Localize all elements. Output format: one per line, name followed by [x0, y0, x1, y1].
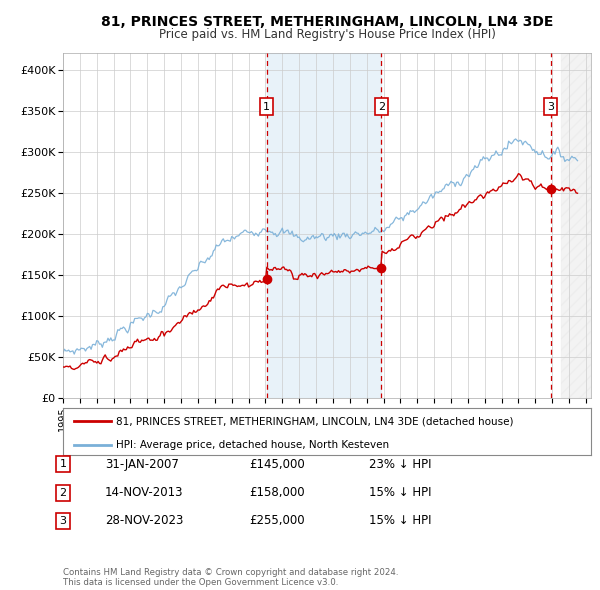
Text: £255,000: £255,000 [249, 514, 305, 527]
Text: 81, PRINCES STREET, METHERINGHAM, LINCOLN, LN4 3DE: 81, PRINCES STREET, METHERINGHAM, LINCOL… [101, 15, 553, 29]
Text: 81, PRINCES STREET, METHERINGHAM, LINCOLN, LN4 3DE (detached house): 81, PRINCES STREET, METHERINGHAM, LINCOL… [116, 417, 513, 427]
Text: 3: 3 [59, 516, 67, 526]
Text: 1: 1 [263, 101, 270, 112]
Text: 28-NOV-2023: 28-NOV-2023 [105, 514, 184, 527]
Bar [267, 53, 382, 398]
Text: £158,000: £158,000 [249, 486, 305, 499]
Bar [560, 53, 591, 398]
Text: 14-NOV-2013: 14-NOV-2013 [105, 486, 184, 499]
Text: HPI: Average price, detached house, North Kesteven: HPI: Average price, detached house, Nort… [116, 440, 389, 450]
Text: 23% ↓ HPI: 23% ↓ HPI [369, 458, 431, 471]
Text: 2: 2 [378, 101, 385, 112]
Text: £145,000: £145,000 [249, 458, 305, 471]
Text: 15% ↓ HPI: 15% ↓ HPI [369, 486, 431, 499]
Text: 15% ↓ HPI: 15% ↓ HPI [369, 514, 431, 527]
Text: Price paid vs. HM Land Registry's House Price Index (HPI): Price paid vs. HM Land Registry's House … [158, 28, 496, 41]
Text: 3: 3 [547, 101, 554, 112]
Text: 2: 2 [59, 488, 67, 497]
Text: 31-JAN-2007: 31-JAN-2007 [105, 458, 179, 471]
Text: Contains HM Land Registry data © Crown copyright and database right 2024.
This d: Contains HM Land Registry data © Crown c… [63, 568, 398, 587]
Text: 1: 1 [59, 460, 67, 469]
